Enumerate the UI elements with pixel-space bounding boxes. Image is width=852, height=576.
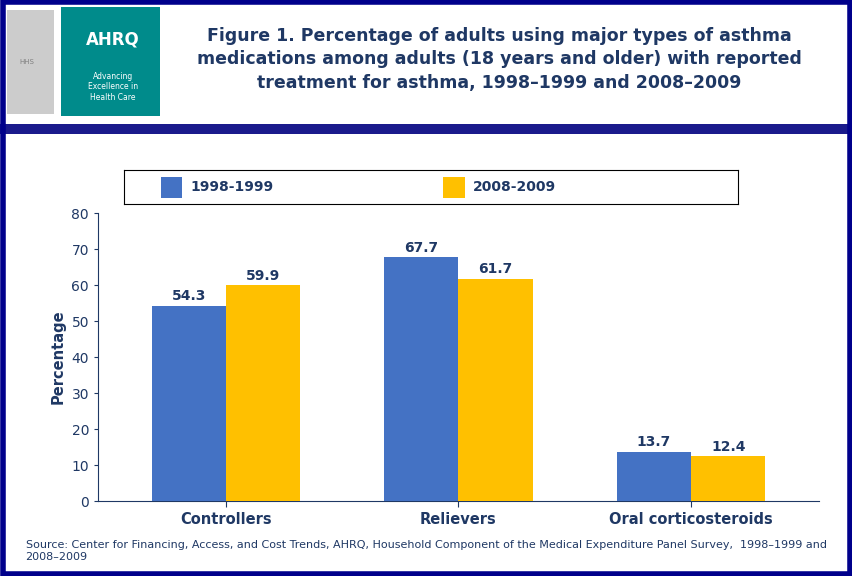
Text: Advancing
Excellence in
Health Care: Advancing Excellence in Health Care	[88, 72, 137, 101]
Bar	[458, 279, 532, 501]
Bar	[7, 10, 54, 114]
Text: 67.7: 67.7	[404, 241, 438, 255]
Text: Source: Center for Financing, Access, and Cost Trends, AHRQ, Household Component: Source: Center for Financing, Access, an…	[26, 540, 826, 562]
Bar	[152, 306, 226, 501]
Text: AHRQ: AHRQ	[85, 31, 140, 48]
Text: 59.9: 59.9	[245, 268, 280, 283]
Bar	[442, 177, 464, 198]
Bar	[61, 7, 159, 116]
Text: HHS: HHS	[20, 59, 35, 65]
Text: 54.3: 54.3	[171, 289, 205, 303]
Y-axis label: Percentage: Percentage	[51, 310, 66, 404]
Text: 2008-2009: 2008-2009	[472, 180, 555, 194]
Text: 1998-1999: 1998-1999	[190, 180, 273, 194]
Text: 12.4: 12.4	[710, 439, 745, 454]
Bar	[226, 286, 300, 501]
Text: Figure 1. Percentage of adults using major types of asthma
medications among adu: Figure 1. Percentage of adults using maj…	[196, 27, 801, 92]
Text: 13.7: 13.7	[636, 435, 671, 449]
Bar	[690, 456, 764, 501]
Bar	[383, 257, 458, 501]
Text: 61.7: 61.7	[478, 262, 512, 276]
Bar	[616, 452, 690, 501]
Bar	[160, 177, 181, 198]
